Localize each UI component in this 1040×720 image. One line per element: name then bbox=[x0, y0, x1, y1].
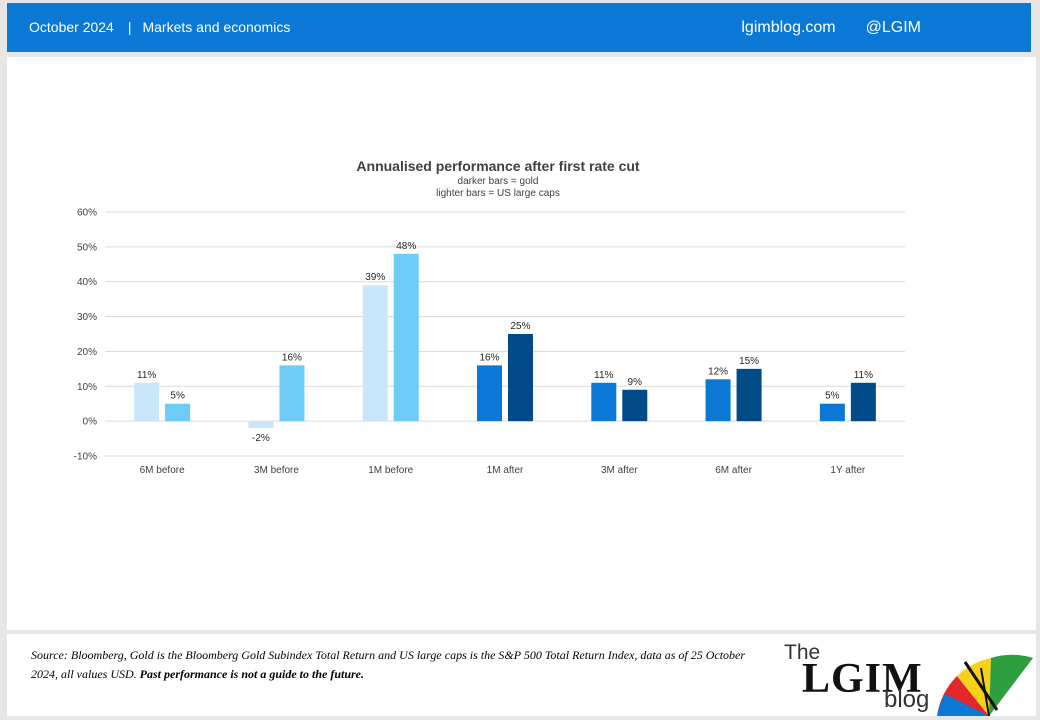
chart-subtitle-line-1: darker bars = gold bbox=[458, 176, 539, 187]
y-tick-label: 60% bbox=[77, 208, 97, 219]
logo-lgim: LGIM bbox=[802, 656, 923, 702]
bar bbox=[819, 403, 845, 422]
bar bbox=[736, 368, 762, 422]
data-label: 5% bbox=[170, 391, 185, 402]
twitter-handle-link[interactable]: @LGIM bbox=[865, 19, 921, 36]
bar bbox=[508, 334, 533, 422]
header-separator: | bbox=[127, 19, 132, 35]
data-label: 39% bbox=[365, 272, 385, 283]
y-tick-label: 10% bbox=[77, 382, 97, 393]
data-label: 15% bbox=[739, 356, 759, 367]
bar bbox=[248, 421, 274, 429]
data-label: -2% bbox=[252, 433, 270, 444]
y-tick-label: 30% bbox=[77, 312, 97, 323]
data-label: 48% bbox=[396, 241, 416, 252]
data-label: 11% bbox=[137, 370, 156, 381]
x-tick-label: 6M before bbox=[140, 465, 185, 476]
logo-the: The bbox=[784, 641, 821, 664]
footer: Source: Bloomberg, Gold is the Bloomberg… bbox=[7, 634, 1036, 716]
data-label: 11% bbox=[854, 370, 873, 381]
x-axis-labels: 6M before 3M before 1M before 1M after 3M af… bbox=[140, 465, 866, 476]
x-tick-label: 3M after bbox=[601, 465, 638, 476]
data-label: 9% bbox=[628, 377, 643, 388]
bar bbox=[705, 379, 731, 422]
bar bbox=[134, 382, 160, 422]
y-tick-label: 20% bbox=[77, 347, 97, 358]
x-tick-label: 1M after bbox=[487, 465, 524, 476]
data-label: 16% bbox=[479, 352, 499, 363]
data-labels: 11% 5% -2% 16% 39% 48% 16% 25% 11% 9% 12% 15% 5% 11% bbox=[137, 241, 873, 444]
y-tick-label: -10% bbox=[74, 452, 97, 463]
bar bbox=[362, 285, 388, 422]
data-label: 5% bbox=[825, 391, 840, 402]
logo-blog: blog bbox=[884, 686, 930, 713]
header-bar: October 2024 | Markets and economics lgimb… bbox=[7, 3, 1031, 52]
bar bbox=[477, 365, 502, 422]
bar bbox=[622, 389, 648, 422]
y-tick-label: 50% bbox=[77, 242, 97, 253]
source-note: Source: Bloomberg, Gold is the Bloomberg… bbox=[31, 646, 761, 684]
data-label: 11% bbox=[594, 370, 613, 381]
x-tick-label: 1M before bbox=[368, 465, 413, 476]
y-axis-labels: 60% 50% 40% 30% 20% 10% 0% -10% bbox=[74, 208, 97, 463]
bar-chart: Annualised performance after first rate … bbox=[74, 158, 905, 476]
disclaimer-text: Past performance is not a guide to the f… bbox=[139, 667, 364, 681]
chart-subtitle-line-2: lighter bars = US large caps bbox=[436, 188, 560, 199]
bar bbox=[850, 382, 876, 422]
data-label: 16% bbox=[282, 352, 302, 363]
header-category[interactable]: Markets and economics bbox=[142, 19, 291, 35]
gridlines bbox=[105, 211, 905, 457]
header-left: October 2024 | Markets and economics bbox=[29, 3, 290, 52]
bars bbox=[134, 253, 876, 429]
x-tick-label: 3M before bbox=[254, 465, 299, 476]
bar bbox=[279, 365, 305, 422]
site-link[interactable]: lgimblog.com bbox=[741, 19, 836, 36]
chart-panel: Annualised performance after first rate … bbox=[7, 57, 1036, 630]
bar bbox=[591, 382, 617, 422]
x-tick-label: 6M after bbox=[715, 465, 752, 476]
bar bbox=[393, 253, 419, 422]
source-text: Source: Bloomberg, Gold is the Bloomberg… bbox=[31, 648, 746, 681]
header-right: lgimblog.com @LGIM bbox=[741, 3, 921, 52]
umbrella-logo-icon bbox=[937, 654, 1033, 716]
data-label: 25% bbox=[510, 321, 530, 332]
data-label: 12% bbox=[708, 366, 728, 377]
bar bbox=[165, 403, 191, 422]
chart-title: Annualised performance after first rate … bbox=[356, 158, 640, 174]
x-tick-label: 1Y after bbox=[830, 465, 866, 476]
y-tick-label: 40% bbox=[77, 277, 97, 288]
y-tick-label: 0% bbox=[83, 417, 98, 428]
header-date: October 2024 bbox=[29, 19, 114, 35]
